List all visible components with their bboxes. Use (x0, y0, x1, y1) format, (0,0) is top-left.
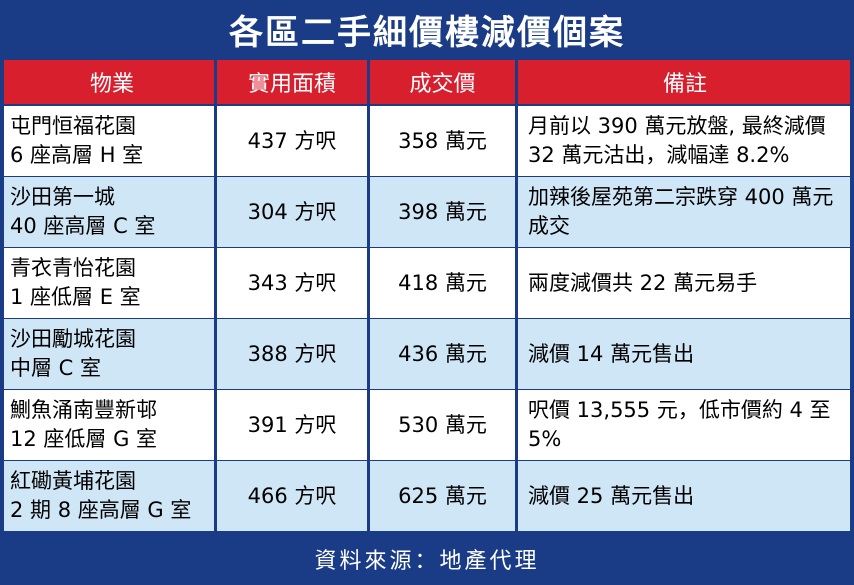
area-cell: 466 方呎 (217, 461, 370, 531)
table-header: 物業 實用面積 成交價 備註 (4, 60, 850, 104)
table-row: 屯門恒福花園 6 座高層 H 室 437 方呎 358 萬元 月前以 390 萬… (4, 106, 850, 176)
price-cell: 398 萬元 (370, 177, 518, 247)
remarks-cell: 呎價 13,555 元，低市價約 4 至 5% (528, 398, 831, 451)
table-row: 鰂魚涌南豐新邨 12 座低層 G 室 391 方呎 530 萬元 呎價 13,5… (4, 390, 850, 460)
price-cell: 358 萬元 (370, 106, 518, 176)
area-cell: 437 方呎 (217, 106, 370, 176)
table-row: 紅磡黃埔花園 2 期 8 座高層 G 室 466 方呎 625 萬元 減價 25… (4, 461, 850, 531)
remarks-cell: 加辣後屋苑第二宗跌穿 400 萬元成交 (528, 185, 834, 238)
property-unit: 2 期 8 座高層 G 室 (10, 498, 192, 522)
price-cell: 530 萬元 (370, 390, 518, 460)
property-cell: 沙田勵城花園 中層 C 室 (4, 319, 217, 389)
remarks-cell: 減價 14 萬元售出 (528, 341, 695, 366)
table-row: 沙田勵城花園 中層 C 室 388 方呎 436 萬元 減價 14 萬元售出 (4, 319, 850, 389)
property-cell: 沙田第一城 40 座高層 C 室 (4, 177, 217, 247)
property-name: 紅磡黃埔花園 (10, 469, 136, 493)
property-name: 青衣青怡花園 (10, 256, 136, 280)
source-footer: 資料來源：地產代理 (314, 549, 540, 574)
property-name: 鰂魚涌南豐新邨 (10, 398, 157, 422)
header-area: 實用面積 (217, 60, 370, 104)
area-cell: 304 方呎 (217, 177, 370, 247)
property-cell: 紅磡黃埔花園 2 期 8 座高層 G 室 (4, 461, 217, 531)
remarks-cell: 兩度減價共 22 萬元易手 (528, 270, 758, 295)
property-name: 沙田第一城 (10, 185, 115, 209)
header-property: 物業 (4, 60, 217, 104)
area-cell: 343 方呎 (217, 248, 370, 318)
property-cell: 屯門恒福花園 6 座高層 H 室 (4, 106, 217, 176)
property-unit: 40 座高層 C 室 (10, 214, 156, 238)
area-cell: 391 方呎 (217, 390, 370, 460)
property-unit: 6 座高層 H 室 (10, 143, 144, 167)
price-cell: 625 萬元 (370, 461, 518, 531)
property-unit: 12 座低層 G 室 (10, 427, 158, 451)
property-unit: 1 座低層 E 室 (10, 285, 141, 309)
header-price: 成交價 (370, 60, 518, 104)
table-body: 屯門恒福花園 6 座高層 H 室 437 方呎 358 萬元 月前以 390 萬… (4, 106, 850, 531)
table-row: 青衣青怡花園 1 座低層 E 室 343 方呎 418 萬元 兩度減價共 22 … (4, 248, 850, 318)
remarks-cell: 減價 25 萬元售出 (528, 483, 695, 508)
header-remarks: 備註 (662, 72, 707, 97)
property-unit: 中層 C 室 (10, 356, 102, 380)
property-name: 沙田勵城花園 (10, 327, 136, 351)
property-cell: 青衣青怡花園 1 座低層 E 室 (4, 248, 217, 318)
price-cell: 436 萬元 (370, 319, 518, 389)
price-cell: 418 萬元 (370, 248, 518, 318)
property-name: 屯門恒福花園 (10, 114, 136, 138)
remarks-cell: 月前以 390 萬元放盤, 最終減價 32 萬元沽出，減幅達 8.2% (528, 114, 826, 167)
page-title: 各區二手細價樓減價個案 (229, 12, 625, 53)
area-cell: 388 方呎 (217, 319, 370, 389)
property-cell: 鰂魚涌南豐新邨 12 座低層 G 室 (4, 390, 217, 460)
table-row: 沙田第一城 40 座高層 C 室 304 方呎 398 萬元 加辣後屋苑第二宗跌… (4, 177, 850, 247)
